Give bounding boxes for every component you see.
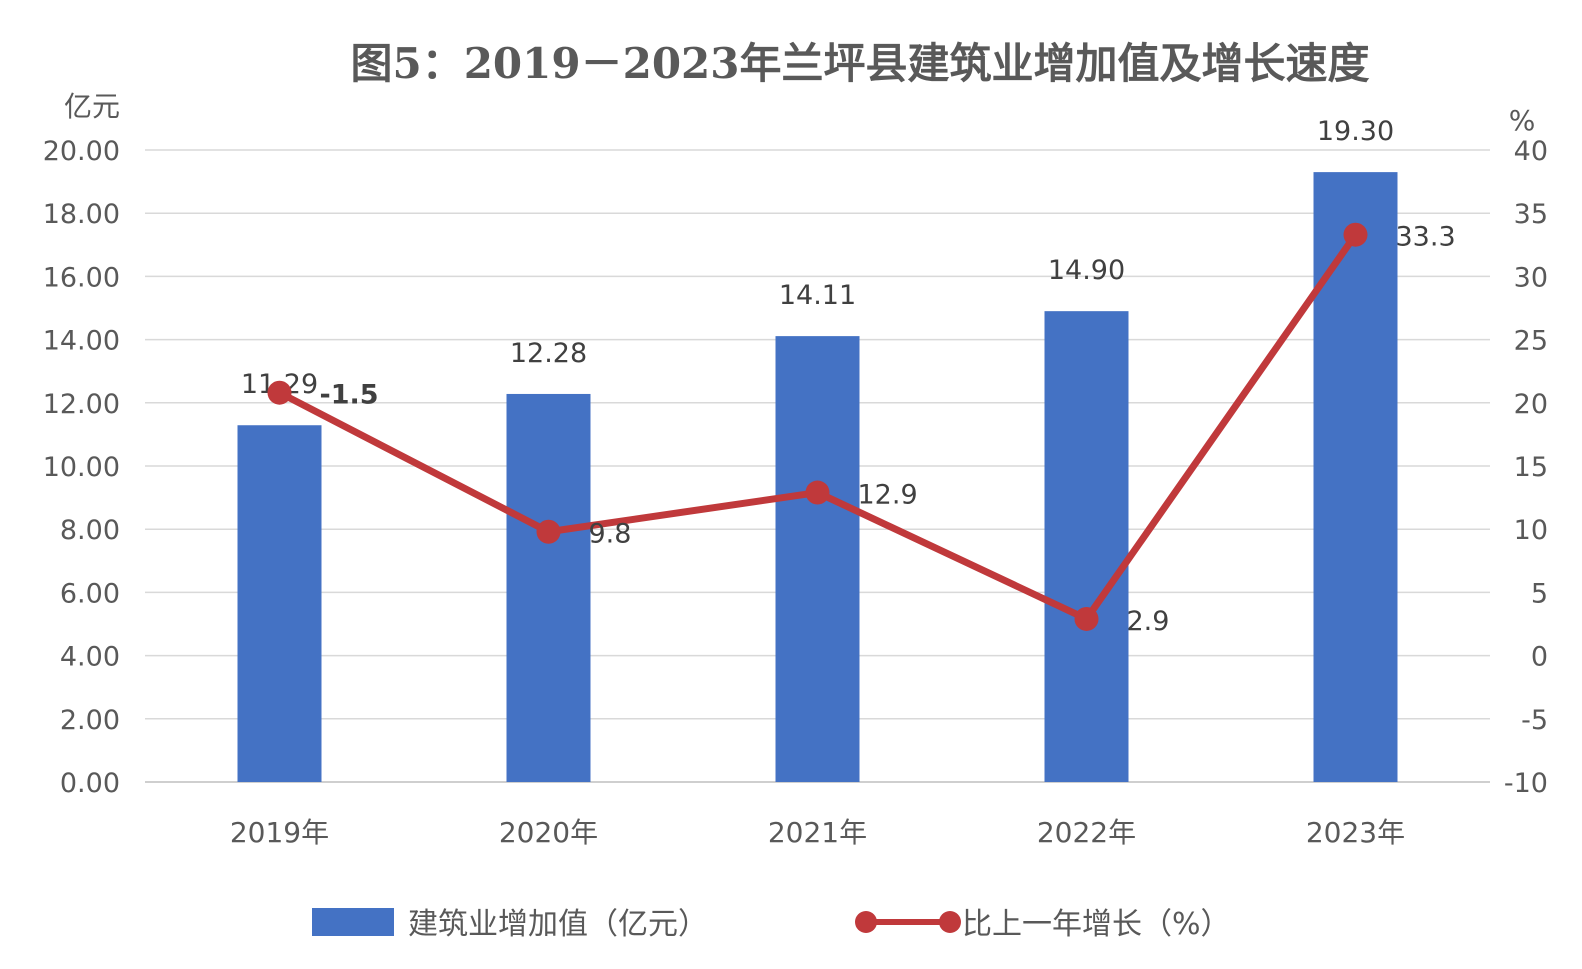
line-value-label: 12.9	[858, 480, 918, 511]
right-axis-tick-label: 25	[1514, 326, 1548, 357]
line-point	[536, 519, 561, 544]
right-axis-tick-label: 40	[1514, 136, 1548, 167]
legend-line-marker-right	[939, 911, 961, 933]
left-axis-tick-label: 8.00	[60, 515, 120, 546]
x-axis-category-label: 2022年	[1037, 816, 1136, 849]
line-point	[267, 380, 292, 405]
right-axis-tick-label: 15	[1514, 452, 1548, 483]
line-value-label: 33.3	[1396, 222, 1456, 253]
right-axis-tick-label: 0	[1531, 642, 1548, 673]
left-axis-tick-label: 12.00	[43, 389, 120, 420]
legend-line-marker-left	[855, 911, 877, 933]
right-axis-tick-label: 30	[1514, 262, 1548, 293]
chart-title: 图5：2019－2023年兰坪县建筑业增加值及增长速度	[350, 39, 1369, 88]
left-axis-tick-label: 20.00	[43, 136, 120, 167]
right-axis-tick-label: 20	[1514, 389, 1548, 420]
left-axis-ticks: 0.00 2.00 4.00 6.00 8.00 10.00 12.00 14.00 16.00…	[43, 136, 120, 799]
bar	[237, 425, 322, 782]
legend-line-label: 比上一年增长（%）	[962, 907, 1231, 942]
bar-value-label: 12.28	[510, 338, 587, 369]
right-axis-tick-label: -5	[1521, 705, 1548, 736]
left-axis-unit: 亿元	[64, 90, 120, 123]
right-axis-tick-label: -10	[1504, 768, 1548, 799]
bar-value-label: 14.90	[1048, 255, 1125, 286]
bar	[506, 393, 591, 782]
line-series: -1.5 9.8 12.9 2.9 33.3	[267, 222, 1456, 637]
line-value-label: 2.9	[1127, 606, 1170, 637]
legend: 建筑业增加值（亿元） 比上一年增长（%）	[312, 907, 1231, 942]
right-axis-tick-label: 10	[1514, 515, 1548, 546]
x-axis-categories: 2019年 2020年 2021年 2022年 2023年	[230, 816, 1405, 849]
line-value-label: -1.5	[320, 380, 379, 411]
legend-bar-label: 建筑业增加值（亿元）	[408, 907, 708, 942]
left-axis-tick-label: 16.00	[43, 262, 120, 293]
bar-value-label: 19.30	[1317, 116, 1394, 147]
line-point	[805, 480, 830, 505]
x-axis-category-label: 2020年	[499, 816, 598, 849]
right-axis-tick-label: 35	[1514, 199, 1548, 230]
x-axis-category-label: 2023年	[1306, 816, 1405, 849]
bar	[1044, 311, 1129, 782]
line-point	[1074, 606, 1099, 631]
left-axis-tick-label: 6.00	[60, 578, 120, 609]
line-value-label: 9.8	[589, 519, 632, 550]
left-axis-tick-label: 4.00	[60, 642, 120, 673]
left-axis-tick-label: 10.00	[43, 452, 120, 483]
left-axis-tick-label: 0.00	[60, 768, 120, 799]
left-axis-tick-label: 14.00	[43, 326, 120, 357]
x-axis-category-label: 2021年	[768, 816, 867, 849]
right-axis-ticks: -10 -5 0 5 10 15 20 25 30 35 40	[1504, 136, 1548, 799]
line-point	[1343, 222, 1368, 247]
bar-value-label: 14.11	[779, 280, 856, 311]
legend-bar-swatch	[312, 908, 394, 936]
bar	[775, 336, 860, 782]
left-axis-tick-label: 18.00	[43, 199, 120, 230]
x-axis-category-label: 2019年	[230, 816, 329, 849]
bar	[1313, 172, 1398, 782]
right-axis-unit: %	[1509, 104, 1536, 137]
left-axis-tick-label: 2.00	[60, 705, 120, 736]
right-axis-tick-label: 5	[1531, 578, 1548, 609]
